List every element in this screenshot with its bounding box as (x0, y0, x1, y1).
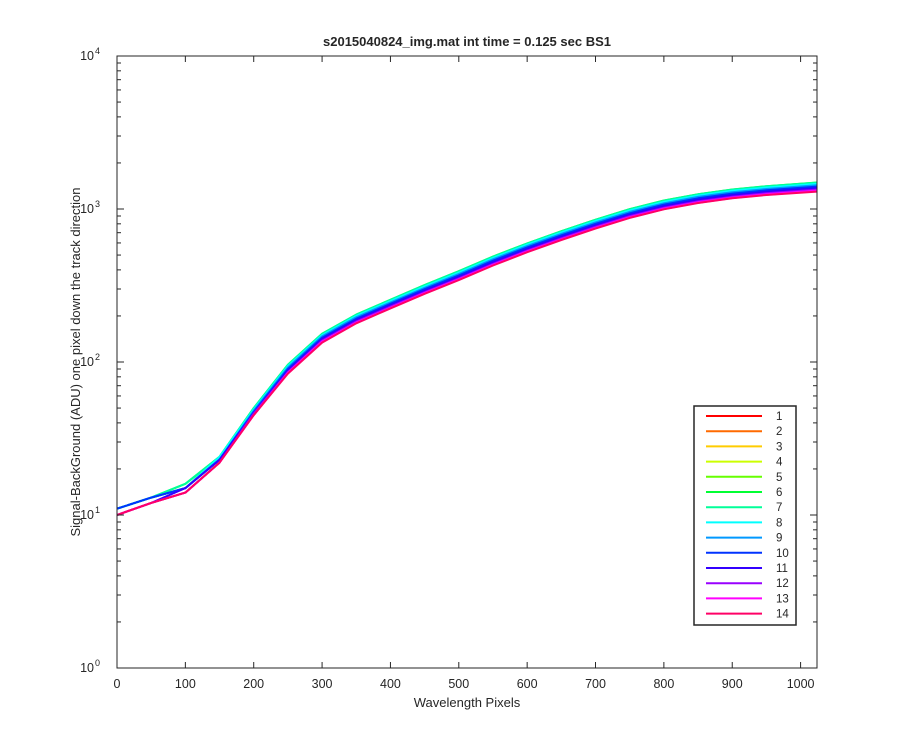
x-tick-label: 1000 (787, 677, 815, 691)
legend-label-3: 3 (776, 441, 782, 453)
legend-label-11: 11 (776, 563, 788, 575)
y-tick-exponent: 0 (95, 658, 100, 668)
y-tick-exponent: 3 (95, 199, 100, 209)
y-axis-label: Signal-BackGround (ADU) one pixel down t… (68, 187, 83, 536)
x-tick-label: 0 (114, 677, 121, 691)
x-tick-label: 200 (243, 677, 264, 691)
legend-label-14: 14 (776, 609, 789, 621)
x-axis-label: Wavelength Pixels (414, 695, 521, 710)
y-tick-label: 10 (80, 661, 94, 675)
y-tick-exponent: 1 (95, 505, 100, 515)
series-line-11 (117, 187, 817, 516)
x-tick-label: 300 (312, 677, 333, 691)
legend-label-4: 4 (776, 457, 783, 469)
legend-label-2: 2 (776, 426, 782, 438)
series-line-8 (117, 182, 817, 510)
legend-label-6: 6 (776, 487, 782, 499)
x-tick-label: 600 (517, 677, 538, 691)
x-tick-label: 100 (175, 677, 196, 691)
legend-label-13: 13 (776, 593, 789, 605)
x-tick-label: 900 (722, 677, 743, 691)
y-tick-exponent: 4 (95, 46, 100, 56)
y-tick-label: 10 (80, 508, 94, 522)
series-line-14 (117, 190, 817, 516)
legend-label-8: 8 (776, 517, 782, 529)
legend-label-12: 12 (776, 578, 789, 590)
y-tick-exponent: 2 (95, 352, 100, 362)
chart-title: s2015040824_img.mat int time = 0.125 sec… (323, 34, 611, 49)
legend-label-9: 9 (776, 533, 782, 545)
legend-box (693, 405, 797, 626)
legend-label-7: 7 (776, 502, 782, 514)
legend-label-5: 5 (776, 472, 782, 484)
y-tick-label: 10 (80, 49, 94, 63)
legend-label-10: 10 (776, 548, 789, 560)
y-tick-label: 10 (80, 355, 94, 369)
legend-label-1: 1 (776, 411, 782, 423)
x-tick-label: 500 (448, 677, 469, 691)
x-tick-label: 800 (653, 677, 674, 691)
y-tick-label: 10 (80, 202, 94, 216)
x-tick-label: 700 (585, 677, 606, 691)
series-group (117, 181, 817, 516)
x-tick-label: 400 (380, 677, 401, 691)
